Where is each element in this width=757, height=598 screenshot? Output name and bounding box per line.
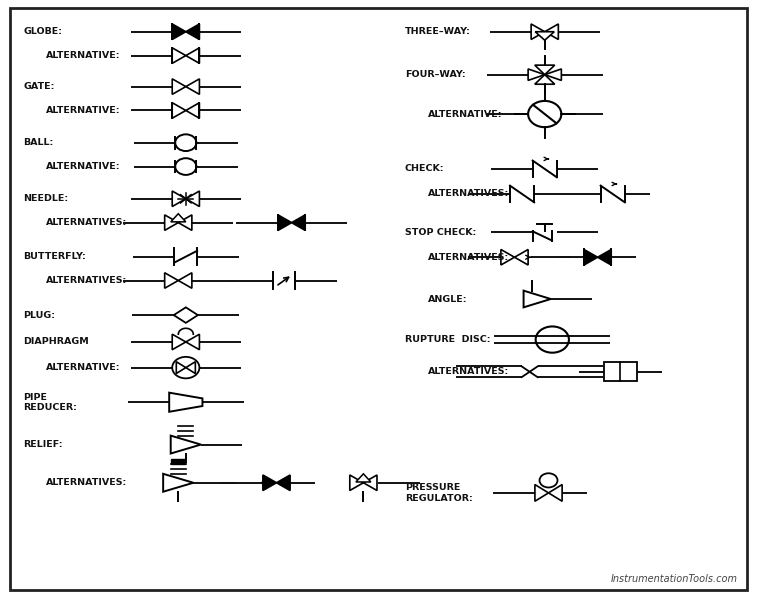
Polygon shape (185, 103, 199, 118)
Bar (603, 362, 637, 382)
Text: PIPE
REDUCER:: PIPE REDUCER: (23, 392, 77, 412)
Text: GATE:: GATE: (23, 82, 55, 91)
Text: BUTTERFLY:: BUTTERFLY: (23, 252, 86, 261)
Polygon shape (185, 24, 199, 39)
Text: ALTERNATIVE:: ALTERNATIVE: (46, 162, 120, 171)
Polygon shape (291, 215, 305, 230)
Polygon shape (171, 435, 201, 453)
Polygon shape (534, 75, 555, 84)
Text: ANGLE:: ANGLE: (428, 294, 467, 304)
Text: PRESSURE
REGULATOR:: PRESSURE REGULATOR: (405, 483, 472, 502)
Polygon shape (173, 79, 185, 94)
Polygon shape (515, 249, 528, 265)
Polygon shape (545, 69, 562, 80)
Text: BALL:: BALL: (23, 138, 54, 147)
Polygon shape (535, 484, 549, 501)
Text: ALTERNATIVES:: ALTERNATIVES: (428, 253, 509, 262)
Text: ALTERNATIVE:: ALTERNATIVE: (46, 106, 120, 115)
Text: ALTERNATIVES:: ALTERNATIVES: (428, 190, 509, 199)
Polygon shape (185, 79, 199, 94)
Polygon shape (178, 273, 192, 288)
Text: InstrumentationTools.com: InstrumentationTools.com (610, 574, 737, 584)
Polygon shape (165, 215, 178, 230)
Polygon shape (263, 475, 276, 490)
Circle shape (528, 101, 562, 127)
Polygon shape (173, 48, 185, 63)
Text: ALTERNATIVES:: ALTERNATIVES: (46, 218, 127, 227)
Text: ALTERNATIVES:: ALTERNATIVES: (46, 478, 127, 487)
Circle shape (536, 327, 569, 353)
Circle shape (175, 135, 196, 151)
Polygon shape (185, 48, 199, 63)
Text: RUPTURE  DISC:: RUPTURE DISC: (405, 335, 491, 344)
Polygon shape (549, 484, 562, 501)
Circle shape (540, 473, 557, 487)
Text: DIAPHRAGM: DIAPHRAGM (23, 337, 89, 346)
Text: CHECK:: CHECK: (405, 164, 444, 173)
Polygon shape (173, 334, 185, 350)
Text: ALTERNATIVE:: ALTERNATIVE: (46, 363, 120, 372)
Polygon shape (170, 393, 202, 412)
Text: NEEDLE:: NEEDLE: (23, 194, 68, 203)
Polygon shape (534, 65, 555, 75)
Polygon shape (171, 213, 185, 222)
Text: FOUR–WAY:: FOUR–WAY: (405, 70, 466, 79)
Polygon shape (531, 24, 545, 39)
Polygon shape (363, 475, 377, 490)
Polygon shape (185, 191, 199, 206)
Text: PLUG:: PLUG: (23, 310, 55, 319)
Circle shape (175, 158, 196, 175)
Bar (172, 459, 185, 464)
Text: THREE–WAY:: THREE–WAY: (405, 28, 471, 36)
Polygon shape (501, 249, 515, 265)
Polygon shape (535, 32, 554, 40)
Polygon shape (528, 69, 545, 80)
Polygon shape (185, 362, 195, 374)
Polygon shape (545, 24, 559, 39)
Polygon shape (173, 24, 185, 39)
Polygon shape (176, 362, 185, 374)
Text: RELIEF:: RELIEF: (23, 440, 63, 449)
Polygon shape (178, 215, 192, 230)
Text: ALTERNATIVE:: ALTERNATIVE: (428, 109, 502, 118)
Polygon shape (185, 334, 199, 350)
Text: ALTERNATIVE:: ALTERNATIVE: (46, 51, 120, 60)
Polygon shape (173, 103, 185, 118)
Polygon shape (165, 273, 178, 288)
Text: GLOBE:: GLOBE: (23, 28, 62, 36)
Circle shape (173, 357, 199, 379)
Polygon shape (597, 249, 611, 265)
Polygon shape (278, 215, 291, 230)
Polygon shape (356, 474, 371, 482)
Polygon shape (173, 191, 185, 206)
Polygon shape (524, 291, 551, 307)
Polygon shape (276, 475, 290, 490)
Text: ALTERNATIVES:: ALTERNATIVES: (46, 276, 127, 285)
Text: ALTERNATIVES:: ALTERNATIVES: (428, 367, 509, 376)
Polygon shape (584, 249, 597, 265)
Polygon shape (173, 307, 198, 323)
Polygon shape (164, 474, 193, 492)
Polygon shape (350, 475, 363, 490)
Text: STOP CHECK:: STOP CHECK: (405, 228, 476, 237)
